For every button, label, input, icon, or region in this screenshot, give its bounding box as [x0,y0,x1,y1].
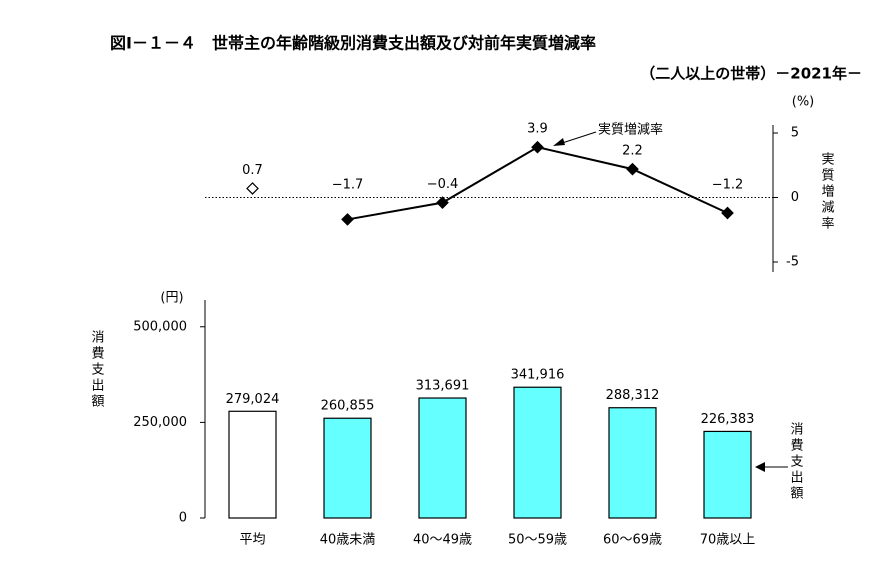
y-axis-label: 実質増減率 [819,151,835,232]
value-label: 341,916 [511,368,565,383]
x-tick-label: 40～49歳 [413,533,472,548]
x-tick-label: 平均 [239,533,265,548]
annotation-arrowhead [553,138,565,146]
value-label: 288,312 [606,388,660,403]
line [347,146,728,221]
unit-label: (%) [792,95,815,110]
value-label: −0.4 [427,177,459,192]
value-label: 2.2 [622,144,643,159]
bar [323,417,372,519]
annotation: 実質増減率 [598,122,663,138]
value-label: −1.7 [332,178,364,193]
bar [608,407,657,519]
marker [626,162,639,176]
y-tick-label: 500,000 [133,319,187,334]
bar [228,410,277,519]
value-label: 279,024 [226,392,280,407]
marker [531,140,544,154]
x-tick-label: 60～69歳 [603,533,662,548]
bar [418,397,467,519]
value-label: 3.9 [527,122,548,137]
marker [436,196,449,210]
x-tick-label: 70歳以上 [700,533,756,548]
value-label: −1.2 [712,178,744,193]
bar [703,430,752,519]
marker [721,206,734,220]
y-tick-label: 0 [179,511,187,526]
y-axis-label: 消費支出額 [89,330,105,410]
unit-label: (円) [160,291,183,306]
chart-title: 図Ⅰ－１－４ 世帯主の年齢階級別消費支出額及び対前年実質増減率 [110,34,596,53]
y-tick-label: -5 [786,255,799,270]
chart-subtitle: （二人以上の世帯）－2021年－ [640,65,862,83]
value-label: 313,691 [416,379,470,394]
y-tick-label: 0 [791,190,799,205]
marker [246,182,259,195]
value-label: 0.7 [242,163,263,178]
bar [513,386,562,519]
y-tick-label: 5 [791,126,799,141]
marker [341,213,354,226]
value-label: 260,855 [321,399,375,414]
value-label: 226,383 [701,412,755,427]
x-tick-label: 40歳未満 [320,533,376,548]
x-tick-label: 50～59歳 [508,533,567,548]
annotation-arrowhead [755,462,765,472]
y-tick-label: 250,000 [133,415,187,430]
annotation: 消費支出額 [788,422,804,502]
